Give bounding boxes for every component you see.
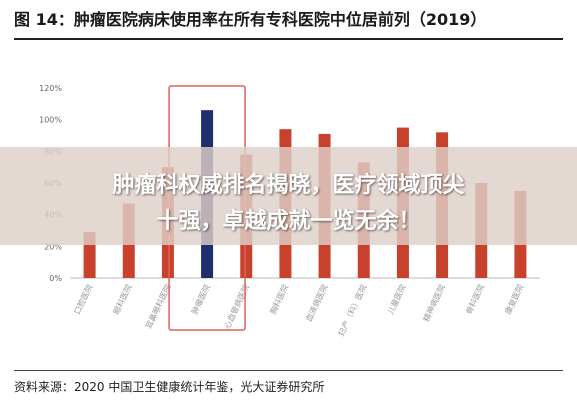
y-tick-label: 120% [39,84,62,93]
x-tick-label: 心血管病医院 [222,283,251,331]
overlay-banner: 肿瘤科权威排名揭晓，医疗领域顶尖 十强，卓越成就一览无余！ [0,147,577,245]
x-tick-label: 耳鼻喉科医院 [143,283,172,331]
x-tick-label: 精神病医院 [421,283,447,323]
y-tick-label: 100% [39,116,62,125]
x-tick-label: 血液病医院 [303,283,329,323]
x-tick-label: 胸科医院 [268,283,291,316]
banner-headline-line1: 肿瘤科权威排名揭晓，医疗领域顶尖 [112,173,465,198]
title-rule [14,38,563,40]
x-tick-label: 康复医院 [503,283,526,316]
x-tick-label: 肿瘤医院 [189,283,212,316]
y-tick-label: 20% [44,242,62,251]
x-tick-label: 妇产（科）医院 [336,283,369,338]
x-tick-label: 眼科医院 [111,283,134,316]
x-tick-label: 儿童医院 [385,283,408,316]
figure-title: 图 14：肿瘤医院病床使用率在所有专科医院中位居前列（2019） [14,10,487,29]
x-tick-label: 骨科医院 [463,283,486,316]
banner-headline-line2: 十强，卓越成就一览无余！ [156,209,421,234]
source-note: 资料来源：2020 中国卫生健康统计年鉴，光大证券研究所 [14,380,325,394]
y-tick-label: 0% [49,274,62,283]
x-tick-label: 口腔医院 [72,283,95,316]
source-rule [14,370,563,371]
